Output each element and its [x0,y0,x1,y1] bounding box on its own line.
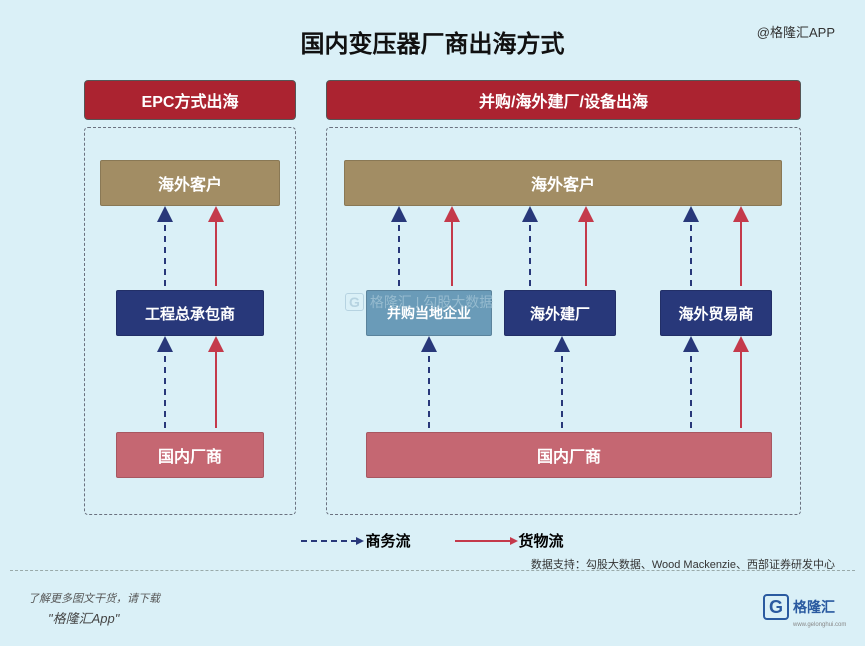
brand-logo: G 格隆汇 www.gelonghui.com [763,594,835,620]
footer-tagline: 了解更多图文干货，请下载 [28,590,160,606]
logo-text: 格隆汇 [793,597,835,617]
watermark-top: @格隆汇APP [757,22,835,41]
node-right_domestic: 国内厂商 [366,432,772,478]
legend-biz-line-icon [301,540,357,542]
header-right: 并购/海外建厂/设备出海 [326,80,801,120]
node-right_customer: 海外客户 [344,160,782,206]
legend-goods-label: 货物流 [519,530,564,551]
logo-g-icon: G [763,594,789,620]
header-right-label: 并购/海外建厂/设备出海 [479,88,648,112]
page-title: 国内变压器厂商出海方式 [0,24,865,59]
footer-divider [10,570,855,571]
node-left_domestic: 国内厂商 [116,432,264,478]
center-watermark: G 格隆汇 | 勾股大数据 [345,292,493,312]
watermark-g-icon: G [345,293,364,311]
node-left_customer: 海外客户 [100,160,280,206]
header-left-label: EPC方式出海 [142,88,239,112]
title-text: 国内变压器厂商出海方式 [301,31,565,58]
legend-biz-label: 商务流 [365,530,410,551]
center-watermark-text: 格隆汇 | 勾股大数据 [370,292,493,312]
legend-goods: 货物流 [455,530,564,551]
legend-biz: 商务流 [301,530,410,551]
node-right_trader: 海外贸易商 [660,290,772,336]
header-left: EPC方式出海 [84,80,296,120]
footer-app-name: "格隆汇App" [48,608,119,627]
node-left_contractor: 工程总承包商 [116,290,264,336]
legend-goods-line-icon [455,540,511,542]
node-right_factory: 海外建厂 [504,290,616,336]
legend: 商务流 货物流 [0,530,865,551]
logo-subtext: www.gelonghui.com [793,622,846,628]
